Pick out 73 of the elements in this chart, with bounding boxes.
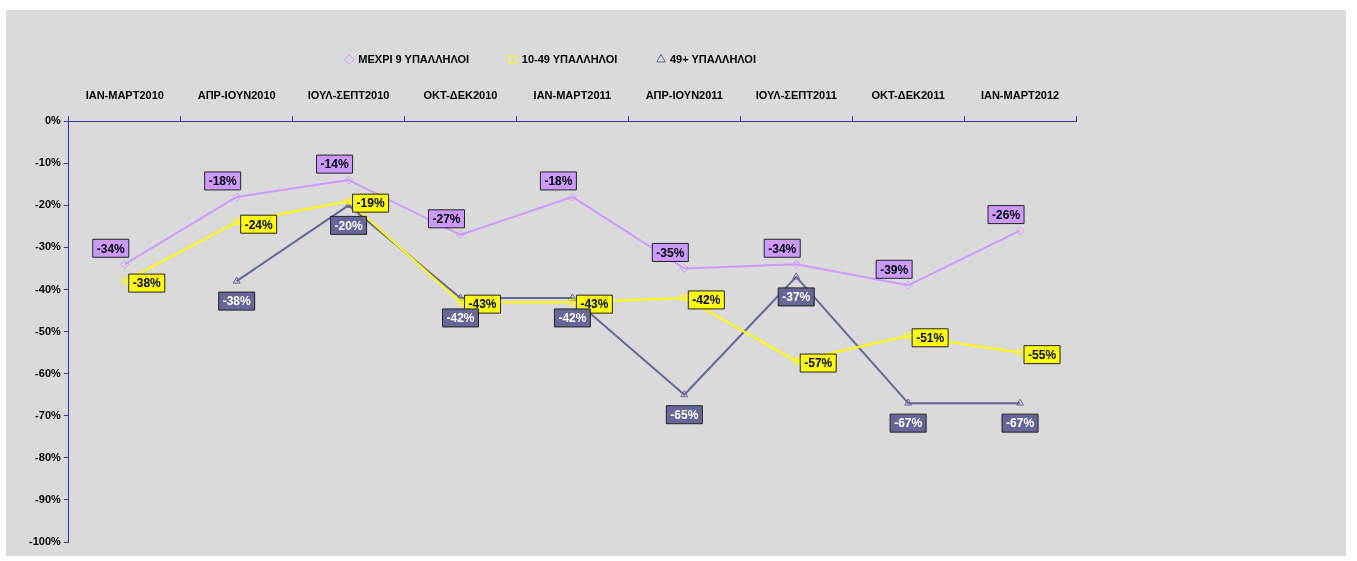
legend-label: ΜΕΧΡΙ 9 ΥΠΑΛΛΗΛΟΙ bbox=[358, 52, 470, 65]
point bbox=[569, 298, 576, 306]
point bbox=[791, 259, 801, 269]
data-label: -38% bbox=[132, 276, 162, 291]
y-tick-label: -60% bbox=[35, 366, 62, 379]
data-label: -42% bbox=[558, 311, 587, 326]
legend-label: 10-49 ΥΠΑΛΛΗΛΟΙ bbox=[521, 52, 618, 65]
point bbox=[344, 175, 354, 185]
data-label: -38% bbox=[222, 294, 251, 309]
y-tick-label: -40% bbox=[35, 282, 62, 295]
data-label: -65% bbox=[670, 408, 699, 423]
point bbox=[120, 259, 130, 269]
y-tick-label: -100% bbox=[29, 535, 62, 548]
point bbox=[1015, 226, 1025, 236]
data-label: -39% bbox=[880, 262, 909, 277]
y-tick-label: -20% bbox=[35, 198, 62, 211]
data-label: -14% bbox=[320, 157, 349, 172]
point bbox=[679, 263, 689, 273]
point bbox=[792, 272, 801, 280]
point bbox=[1016, 349, 1024, 356]
point bbox=[680, 294, 688, 302]
y-tick-label: -90% bbox=[35, 492, 62, 505]
point bbox=[456, 293, 465, 301]
data-label: -43% bbox=[580, 297, 609, 312]
data-label: -26% bbox=[992, 207, 1021, 222]
point bbox=[568, 293, 577, 301]
data-label: -35% bbox=[656, 245, 685, 260]
data-label: -67% bbox=[894, 416, 923, 431]
data-label: -57% bbox=[804, 356, 833, 371]
point bbox=[232, 192, 242, 202]
x-tick-label: ΙΑΝ-ΜΑΡΤ2010 bbox=[85, 88, 164, 101]
point bbox=[455, 230, 465, 240]
x-tick-label: ΙΟΥΛ-ΣΕΠΤ2011 bbox=[755, 88, 837, 101]
point bbox=[233, 218, 240, 226]
x-tick-label: ΑΠΡ-ΙΟΥΝ2010 bbox=[197, 88, 276, 101]
data-label: -34% bbox=[96, 241, 126, 256]
data-label: -67% bbox=[1006, 416, 1035, 431]
y-tick-label: -70% bbox=[35, 408, 62, 421]
x-tick-label: ΟΚΤ-ΔΕΚ2011 bbox=[871, 88, 945, 101]
data-label: -37% bbox=[782, 290, 811, 305]
y-tick-label: -50% bbox=[35, 324, 62, 337]
point bbox=[457, 298, 464, 306]
point bbox=[903, 280, 913, 290]
point bbox=[121, 277, 129, 285]
data-label: -42% bbox=[692, 293, 721, 308]
x-tick-label: ΟΚΤ-ΔΕΚ2010 bbox=[423, 88, 498, 101]
y-tick-label: -80% bbox=[35, 450, 62, 463]
x-tick-label: ΑΠΡ-ΙΟΥΝ2011 bbox=[645, 88, 723, 101]
x-tick-label: ΙΟΥΛ-ΣΕΠΤ2010 bbox=[307, 88, 390, 101]
data-label: -43% bbox=[468, 297, 497, 312]
point bbox=[904, 398, 913, 406]
data-label: -18% bbox=[208, 174, 237, 189]
data-label: -20% bbox=[334, 218, 363, 233]
point bbox=[904, 332, 912, 340]
point bbox=[567, 192, 577, 202]
data-label: -19% bbox=[356, 196, 385, 211]
data-label: -55% bbox=[1028, 347, 1057, 362]
x-tick-label: ΙΑΝ-ΜΑΡΤ2012 bbox=[980, 88, 1060, 101]
y-tick-label: 0% bbox=[44, 114, 62, 127]
data-label: -27% bbox=[432, 212, 461, 227]
point bbox=[1016, 398, 1025, 406]
y-tick-label: -10% bbox=[35, 156, 62, 169]
x-tick-label: ΙΑΝ-ΜΑΡΤ2011 bbox=[533, 88, 612, 101]
data-label: -34% bbox=[768, 241, 797, 256]
point bbox=[680, 390, 689, 398]
data-label: -18% bbox=[544, 174, 573, 189]
point bbox=[232, 276, 241, 284]
data-label: -42% bbox=[446, 311, 475, 326]
point bbox=[792, 357, 800, 365]
legend-label: 49+ ΥΠΑΛΛΗΛΟΙ bbox=[669, 52, 756, 65]
data-label: -24% bbox=[244, 217, 273, 232]
y-tick-label: -30% bbox=[35, 240, 62, 253]
data-label: -51% bbox=[916, 331, 945, 346]
